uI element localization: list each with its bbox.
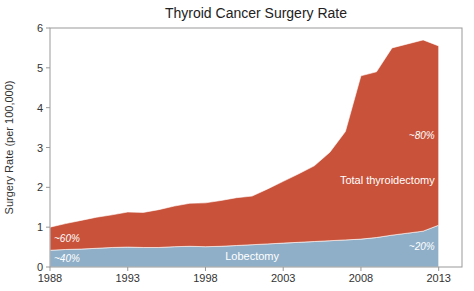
annotation: ~60% — [54, 233, 80, 244]
annotation: ~40% — [54, 253, 80, 264]
x-tick — [50, 267, 51, 271]
x-tick-label: 1988 — [38, 272, 62, 284]
annotation: ~20% — [409, 241, 435, 252]
y-tick — [46, 187, 50, 188]
x-tick — [360, 267, 361, 271]
x-tick — [205, 267, 206, 271]
x-tick-label: 2008 — [349, 272, 373, 284]
annotation: ~80% — [409, 130, 435, 141]
y-tick — [46, 147, 50, 148]
y-tick — [46, 107, 50, 108]
x-tick — [127, 267, 128, 271]
x-tick-label: 2003 — [271, 272, 295, 284]
x-tick — [438, 267, 439, 271]
chart: 1988 1993 1998 2003 2008 2013 0 1 2 3 4 5 6 Thyroid C… — [0, 0, 474, 291]
x-tick-label: 2013 — [426, 272, 450, 284]
x-tick — [283, 267, 284, 271]
y-tick-label: 0 — [37, 261, 43, 273]
y-tick-label: 6 — [37, 22, 43, 34]
plot-area — [50, 28, 462, 267]
y-tick-label: 1 — [37, 221, 43, 233]
series-label: Total thyroidectomy — [340, 174, 435, 186]
y-tick-label: 2 — [37, 181, 43, 193]
y-tick — [46, 67, 50, 68]
y-tick — [46, 28, 50, 29]
y-axis-label: Surgery Rate (per 100,000) — [3, 81, 15, 215]
x-tick-label: 1998 — [193, 272, 217, 284]
y-tick-label: 3 — [37, 142, 43, 154]
title: Thyroid Cancer Surgery Rate — [165, 5, 347, 21]
y-tick-label: 5 — [37, 62, 43, 74]
areas — [50, 40, 439, 267]
y-tick — [46, 227, 50, 228]
x-tick-label: 1993 — [115, 272, 139, 284]
y-tick-label: 4 — [37, 102, 43, 114]
plot-frame — [50, 28, 462, 267]
y-tick — [46, 267, 50, 268]
area — [50, 40, 439, 250]
series-label: Lobectomy — [225, 250, 279, 262]
